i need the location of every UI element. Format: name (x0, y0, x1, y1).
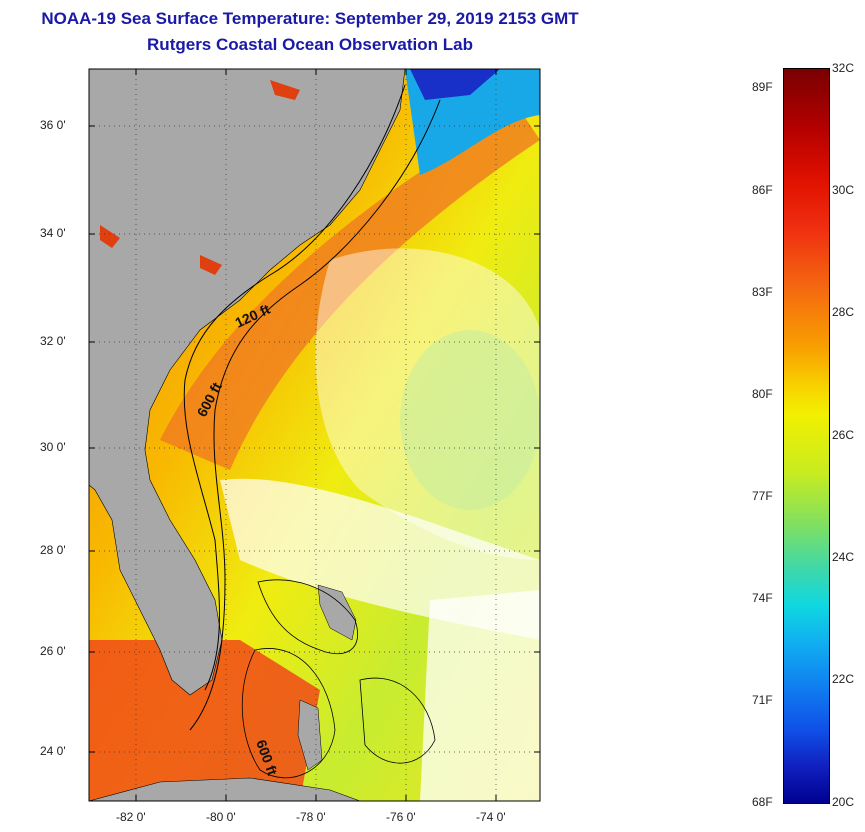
colorbar-label-68f: 68F (752, 795, 773, 809)
lat-label-24: 24 0' (40, 744, 66, 758)
inland-lake (200, 255, 222, 275)
contour-bahamas-east (359, 677, 436, 764)
gulf-stream-band (160, 110, 540, 470)
map-subtitle: Rutgers Coastal Ocean Observation Lab (147, 35, 473, 54)
colorbar-label-32c: 32C (832, 61, 855, 75)
colorbar-label-86f: 86F (752, 183, 773, 197)
land-bahamas-andros (297, 699, 323, 771)
colorbar-label-89f: 89F (752, 80, 773, 94)
graticule (89, 69, 540, 801)
colorbar-label-80f: 80F (752, 387, 773, 401)
contour-600ft (189, 99, 441, 731)
land-cuba (89, 777, 361, 801)
map-title: NOAA-19 Sea Surface Temperature: Septemb… (41, 9, 579, 28)
colorbar-label-24c: 24C (832, 550, 855, 564)
lat-label-32: 32 0' (40, 334, 66, 348)
cold-water-patch (410, 69, 500, 100)
lon-label-78: -78 0' (296, 810, 326, 824)
contour-bahamas-south (241, 648, 336, 779)
inland-lake (100, 225, 120, 248)
lon-label-74: -74 0' (476, 810, 506, 824)
colorbar-label-30c: 30C (832, 183, 855, 197)
colorbar-label-20c: 20C (832, 795, 855, 809)
contour-bahamas-north (257, 579, 358, 655)
contour-120ft (183, 84, 406, 691)
land-southeast-us (89, 69, 406, 696)
colorbar-label-28c: 28C (832, 305, 855, 319)
inland-lake (270, 80, 300, 100)
colorbar-label-26c: 26C (832, 428, 855, 442)
cloud-mask-southeast (420, 590, 540, 801)
map-area: 120 ft 600 ft 600 ft (89, 69, 540, 801)
temperature-colorbar (783, 68, 830, 804)
lat-label-34: 34 0' (40, 226, 66, 240)
lat-label-36: 36 0' (40, 118, 66, 132)
cloud-mask-east (315, 248, 540, 560)
colorbar-label-83f: 83F (752, 285, 773, 299)
lat-label-26: 26 0' (40, 644, 66, 658)
lon-label-80: -80 0' (206, 810, 236, 824)
cool-eddy (400, 330, 540, 510)
colorbar-label-74f: 74F (752, 591, 773, 605)
colorbar-label-22c: 22C (832, 672, 855, 686)
axis-ticks (89, 69, 540, 801)
warm-water-south (89, 640, 320, 801)
colorbar-label-71f: 71F (752, 693, 773, 707)
colorbar-label-77f: 77F (752, 489, 773, 503)
map-frame (88, 68, 541, 802)
lon-label-82: -82 0' (116, 810, 146, 824)
lat-label-30: 30 0' (40, 440, 66, 454)
land-bahamas-abaco (317, 584, 357, 641)
lon-label-76: -76 0' (386, 810, 416, 824)
lat-label-28: 28 0' (40, 543, 66, 557)
